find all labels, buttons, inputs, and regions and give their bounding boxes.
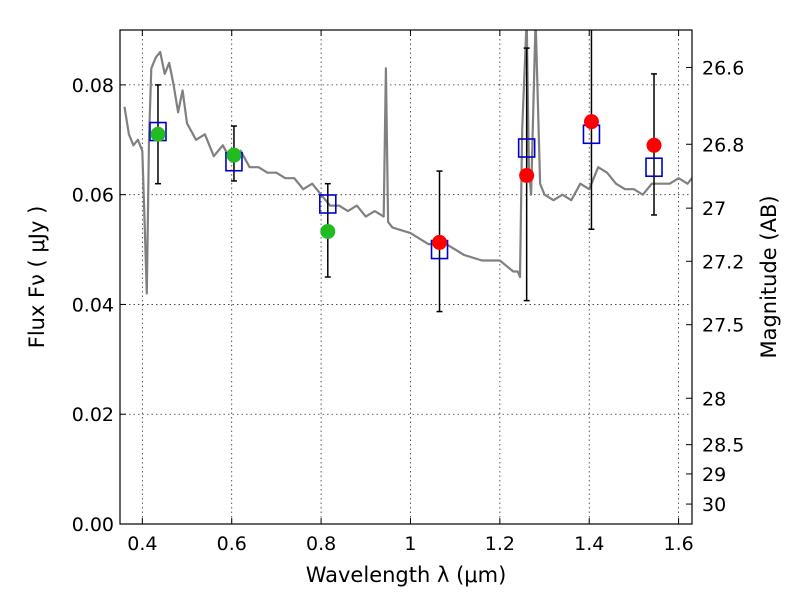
mag-tick-label: 30 (702, 494, 726, 516)
optical-point (320, 223, 336, 239)
nir-point (583, 114, 599, 130)
nir-point (519, 167, 535, 183)
model-band-square (517, 138, 536, 158)
right-axis-label: Magnitude (AB) (757, 195, 781, 358)
y-tick-label: 0.00 (72, 514, 114, 536)
model-band-square (645, 157, 663, 178)
y-tick-label: 0.06 (72, 185, 114, 207)
x-tick-label: 1 (404, 533, 416, 555)
nir-point (646, 137, 662, 153)
axis-layer: 0.4 0.6 0.8 1 1.2 1.4 1.6 0.00 0.02 0.04 0.06 0.08 2… (72, 30, 744, 555)
nir-point (432, 234, 448, 250)
mag-tick-label: 29 (702, 464, 726, 486)
y-axis-label: Flux Fν ( μJy ) (25, 206, 49, 349)
x-tick-label: 0.4 (127, 533, 157, 555)
y-tick-label: 0.02 (72, 404, 114, 426)
y-tick-label: 0.08 (72, 75, 114, 97)
x-axis-label: Wavelength λ (μm) (306, 563, 507, 587)
x-tick-label: 1.6 (663, 533, 693, 555)
mag-tick-label: 27.5 (702, 315, 744, 337)
x-tick-label: 1.2 (485, 533, 515, 555)
mag-tick-label: 26.8 (702, 134, 744, 156)
x-tick-label: 1.4 (574, 533, 604, 555)
y-tick-label: 0.04 (72, 294, 114, 316)
optical-point (226, 147, 242, 163)
mag-tick-label: 28.5 (702, 435, 744, 457)
mag-tick-label: 28 (702, 388, 726, 410)
optical-point (150, 126, 166, 142)
plot-background (120, 30, 692, 524)
model-band-square (318, 194, 337, 214)
x-tick-label: 0.8 (306, 533, 336, 555)
model-spectrum-line (123, 30, 692, 295)
x-tick-label: 0.6 (217, 533, 247, 555)
mag-tick-label: 27.2 (702, 251, 744, 273)
plot-frame (119, 29, 693, 525)
data-layer (123, 30, 692, 313)
mag-tick-label: 26.6 (702, 57, 744, 79)
mag-tick-label: 27 (702, 198, 726, 220)
